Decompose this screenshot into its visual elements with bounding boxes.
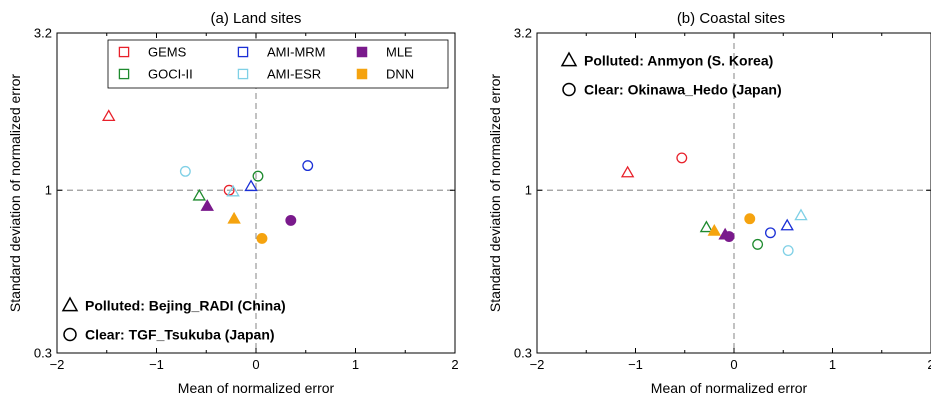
x-tick-label: −2 <box>50 357 65 372</box>
legend-marker-mle <box>356 46 368 58</box>
point-ami-esr-clear <box>179 165 191 177</box>
chart-title: (b) Coastal sites <box>677 10 785 27</box>
x-tick-label: −2 <box>530 357 545 372</box>
point-dnn-polluted <box>227 211 241 224</box>
site-annotation-triangle: Polluted: Anmyon (S. Korea) <box>584 53 773 69</box>
point-goci-ii-clear <box>252 170 264 182</box>
point-ami-mrm-polluted <box>244 179 258 192</box>
x-axis-label: Mean of normalized error <box>651 380 808 396</box>
point-ami-mrm-clear <box>764 227 776 239</box>
panel-coastal-sites: −2 −1 0 1 2 0.3 1 3.2 (b) Coastal sites Mean of n… <box>487 10 931 396</box>
x-tick-label: 2 <box>451 357 458 372</box>
legend-label-mle: MLE <box>386 45 413 60</box>
x-axis-label: Mean of normalized error <box>178 380 335 396</box>
legend-marker-gems <box>118 46 130 58</box>
annotation-triangle-icon <box>560 51 578 67</box>
legend-marker-ami-mrm <box>237 46 249 58</box>
x-tick-label: 1 <box>352 357 359 372</box>
point-mle-polluted <box>200 199 214 211</box>
y-tick-label: 1 <box>525 183 532 198</box>
point-gems-polluted <box>620 165 635 178</box>
x-tick-label: 1 <box>829 357 836 372</box>
legend-marker-goci-ii <box>118 68 130 80</box>
site-annotation-circle: Clear: Okinawa_Hedo (Japan) <box>584 82 782 98</box>
panel-land-sites: −2 −1 0 1 2 0.3 1 3.2 (a) Land sites Mean of norm… <box>7 10 459 396</box>
point-ami-mrm-clear <box>302 160 314 172</box>
x-tick-label: 0 <box>252 357 259 372</box>
legend-marker-dnn <box>356 68 368 80</box>
point-gems-polluted <box>102 109 116 121</box>
x-tick-label: −1 <box>628 357 643 372</box>
point-gems-clear <box>676 152 688 164</box>
data-points <box>102 109 314 244</box>
annotation-circle-icon <box>562 82 576 97</box>
legend-label-gems: GEMS <box>148 45 187 60</box>
chart-title: (a) Land sites <box>211 10 302 27</box>
legend-label-goci-ii: GOCI-II <box>148 67 193 82</box>
site-annotation-circle: Clear: TGF_Tsukuba (Japan) <box>85 327 275 343</box>
y-tick-label: 1 <box>45 183 52 198</box>
site-annotation-triangle: Polluted: Bejing_RADI (China) <box>85 298 286 314</box>
y-tick-label: 3.2 <box>34 26 52 41</box>
x-tick-label: 0 <box>730 357 737 372</box>
point-dnn-clear <box>744 213 756 225</box>
annotation-triangle-icon <box>61 296 79 312</box>
point-goci-ii-clear <box>752 238 764 250</box>
legend-box <box>107 39 449 89</box>
x-tick-label: 2 <box>927 357 931 372</box>
x-tick-label: −1 <box>149 357 164 372</box>
point-gems-clear <box>223 184 235 196</box>
y-tick-label: 0.3 <box>514 346 532 361</box>
legend-label-dnn: DNN <box>386 67 414 82</box>
legend-label-ami-mrm: AMI-MRM <box>267 45 326 60</box>
legend-label-ami-esr: AMI-ESR <box>267 67 321 82</box>
point-mle-clear <box>723 231 735 242</box>
legend: GEMS GOCI-II AMI-MRM AMI-ESR MLE DNN <box>107 39 449 89</box>
point-ami-mrm-polluted <box>780 218 794 231</box>
point-ami-esr-polluted <box>226 184 240 197</box>
point-goci-ii-polluted <box>699 220 714 233</box>
y-axis-label: Standard deviation of normalized error <box>7 74 23 312</box>
y-tick-label: 0.3 <box>34 346 52 361</box>
point-dnn-clear <box>256 233 268 244</box>
y-tick-label: 3.2 <box>514 26 532 41</box>
data-points <box>620 152 808 257</box>
annotation-circle-icon <box>63 327 77 342</box>
point-dnn-polluted <box>707 224 722 236</box>
legend-marker-ami-esr <box>237 68 249 80</box>
point-goci-ii-polluted <box>192 188 207 201</box>
point-ami-esr-polluted <box>794 208 808 221</box>
point-ami-esr-clear <box>782 245 794 257</box>
y-axis-label: Standard deviation of normalized error <box>487 74 503 312</box>
point-mle-clear <box>285 214 297 226</box>
